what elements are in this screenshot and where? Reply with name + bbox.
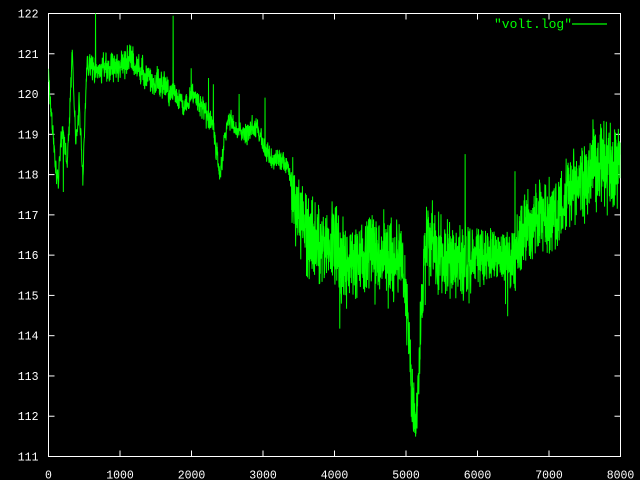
svg-text:120: 120 [18, 89, 39, 102]
svg-text:114: 114 [18, 331, 39, 344]
svg-text:2000: 2000 [178, 470, 206, 480]
svg-text:117: 117 [18, 210, 39, 223]
svg-text:0: 0 [45, 470, 52, 480]
svg-text:116: 116 [18, 250, 39, 263]
svg-text:121: 121 [18, 49, 39, 62]
svg-text:115: 115 [18, 290, 39, 303]
svg-text:7000: 7000 [535, 470, 563, 480]
svg-text:8000: 8000 [607, 470, 635, 480]
svg-text:4000: 4000 [321, 470, 349, 480]
svg-text:1000: 1000 [106, 470, 134, 480]
svg-text:112: 112 [18, 411, 39, 424]
svg-text:113: 113 [18, 371, 39, 384]
svg-text:3000: 3000 [249, 470, 277, 480]
svg-text:5000: 5000 [392, 470, 420, 480]
svg-text:"volt.log": "volt.log" [494, 17, 572, 32]
svg-text:122: 122 [18, 9, 39, 22]
svg-text:6000: 6000 [464, 470, 492, 480]
svg-text:118: 118 [18, 170, 39, 183]
svg-text:111: 111 [18, 452, 39, 465]
svg-text:119: 119 [18, 129, 39, 142]
